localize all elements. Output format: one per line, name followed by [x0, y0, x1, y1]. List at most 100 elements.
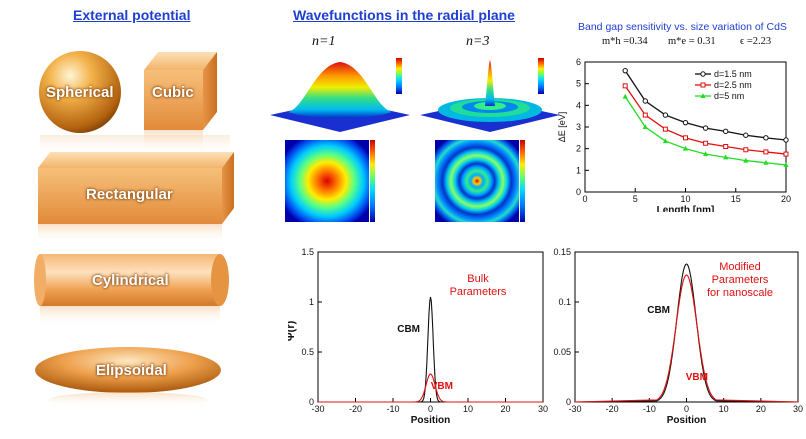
ellipsoid-shape [35, 347, 221, 408]
rectangular-box-shape [38, 135, 234, 244]
y-tick-label: 0.15 [553, 247, 571, 257]
data-point [662, 126, 668, 132]
annotation-line: for nanoscale [707, 287, 773, 299]
external-potential-title: External potential [73, 7, 191, 23]
data-point [763, 159, 769, 165]
x-tick-label: 0 [582, 194, 587, 204]
n1-surface-plot [270, 58, 410, 132]
data-point [622, 83, 628, 89]
x-tick-label: -30 [568, 404, 581, 414]
band-gap-chart: 0 5 10 15 20 0 1 2 3 4 5 6 Length [nm] ΔE [eV] d=1.5 n… [557, 57, 791, 212]
data-point [683, 135, 688, 141]
data-point [642, 98, 649, 104]
cbm-label: CBM [647, 305, 670, 316]
n1-label: n=1 [312, 34, 336, 49]
wavefunctions-title: Wavefunctions in the radial plane [293, 7, 515, 23]
x-tick-label: 20 [781, 194, 791, 204]
curve-cbm [574, 263, 799, 403]
effective-mass-hole: m*h =0.34 [602, 36, 648, 47]
data-point [723, 128, 729, 135]
x-tick-label: 30 [538, 404, 548, 414]
data-point [662, 138, 668, 144]
legend-marker [700, 93, 706, 98]
x-tick-label: 5 [633, 194, 638, 204]
data-point [723, 144, 729, 149]
data-point [703, 151, 709, 157]
vbm-label: VBM [686, 372, 708, 383]
spherical-label: Spherical [46, 84, 114, 101]
data-point [622, 67, 628, 74]
annotation-line: Bulk [467, 273, 489, 285]
n3-label: n=3 [466, 34, 490, 49]
data-point [783, 162, 789, 167]
data-point [682, 145, 689, 151]
data-point [743, 132, 749, 138]
x-tick-label: 30 [793, 404, 803, 414]
data-point [763, 149, 769, 155]
wavefunction-plots [270, 58, 560, 222]
y-tick-label: 2 [576, 144, 581, 154]
x-tick-label: -10 [643, 404, 656, 414]
x-tick-label: -20 [349, 404, 362, 414]
cylindrical-label: Cylindrical [92, 272, 169, 289]
x-tick-label: 10 [463, 404, 473, 414]
n1-heatmap [285, 140, 375, 222]
cubic-label: Cubic [152, 84, 194, 101]
x-axis-label: Length [nm] [657, 205, 715, 212]
curve-vbm [574, 274, 799, 403]
data-point [622, 93, 628, 99]
data-point [642, 124, 648, 129]
x-tick-label: 20 [500, 404, 510, 414]
legend-marker [700, 82, 706, 88]
annotation-line: Modified [719, 261, 761, 273]
dielectric-constant: ϵ =2.23 [740, 36, 772, 47]
data-point [662, 112, 669, 118]
x-axis-label: Position [667, 415, 706, 426]
y-tick-label: 1 [309, 297, 314, 307]
potential-shapes-illustration [34, 51, 234, 408]
y-tick-label: 6 [576, 57, 581, 67]
y-axis-label: ΔE [eV] [557, 112, 567, 143]
y-tick-label: 0.05 [553, 347, 571, 357]
x-tick-label: 20 [756, 404, 766, 414]
data-point [783, 151, 789, 157]
y-tick-label: 1.5 [301, 247, 314, 257]
n3-surface-plot [420, 58, 560, 132]
x-tick-label: 15 [731, 194, 741, 204]
legend-label: d=5 nm [714, 91, 744, 101]
y-tick-label: 4 [576, 100, 581, 110]
y-tick-label: 0.5 [301, 347, 314, 357]
y-tick-label: 0 [576, 187, 581, 197]
x-tick-label: 0 [684, 404, 689, 414]
x-tick-label: -20 [606, 404, 619, 414]
y-tick-label: 0.1 [558, 297, 571, 307]
y-tick-label: 5 [576, 79, 581, 89]
data-point [702, 125, 709, 131]
annotation-line: Parameters [712, 274, 769, 286]
data-point [783, 137, 789, 143]
x-tick-label: 10 [680, 194, 690, 204]
cylinder-shape [34, 254, 229, 326]
y-tick-label: 0 [309, 397, 314, 407]
legend-label: d=2.5 nm [714, 80, 752, 90]
data-point [743, 147, 749, 153]
curve-vbm [318, 373, 543, 403]
data-point [642, 112, 648, 118]
x-tick-label: -30 [311, 404, 324, 414]
annotation-line: Parameters [450, 286, 507, 298]
rectangular-label: Rectangular [86, 186, 173, 203]
legend-label: d=1.5 nm [714, 69, 752, 79]
data-point [763, 135, 769, 141]
nanoscale-wavefunction-chart: -30 -20 -10 0 10 20 30 0 0.05 0.1 0.15 Position CBM V… [553, 247, 803, 426]
y-tick-label: 0 [566, 397, 571, 407]
sphere-shape [39, 51, 121, 133]
vbm-label: VBM [431, 381, 453, 392]
data-point [682, 119, 689, 126]
x-axis-label: Position [411, 415, 450, 426]
y-tick-label: 1 [576, 165, 581, 175]
data-point [703, 140, 709, 146]
x-tick-label: 0 [428, 404, 433, 414]
x-tick-label: 10 [719, 404, 729, 414]
y-tick-label: 3 [576, 122, 581, 132]
effective-mass-electron: m*e = 0.31 [668, 36, 716, 47]
